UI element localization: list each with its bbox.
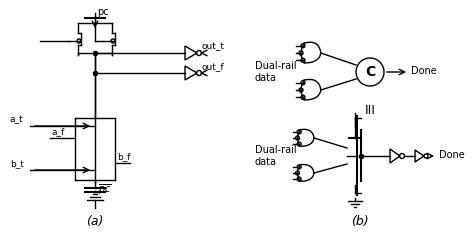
Text: out_f: out_f	[202, 62, 225, 71]
Text: pc: pc	[97, 7, 109, 17]
Text: Done: Done	[411, 66, 437, 76]
Text: a_f: a_f	[52, 127, 65, 136]
Text: (b): (b)	[351, 215, 369, 228]
Text: b_f: b_f	[117, 152, 130, 161]
Text: (a): (a)	[86, 215, 104, 228]
Text: out_t: out_t	[202, 42, 225, 51]
Text: Done: Done	[439, 150, 465, 160]
Text: $\overline{pc}$: $\overline{pc}$	[98, 183, 111, 197]
Text: a_t: a_t	[10, 115, 24, 124]
Text: Dual-rail
data: Dual-rail data	[255, 145, 297, 167]
Text: b_t: b_t	[10, 159, 24, 168]
Text: Dual-rail
data: Dual-rail data	[255, 61, 297, 83]
Text: C: C	[365, 65, 375, 79]
Text: III: III	[365, 104, 375, 116]
